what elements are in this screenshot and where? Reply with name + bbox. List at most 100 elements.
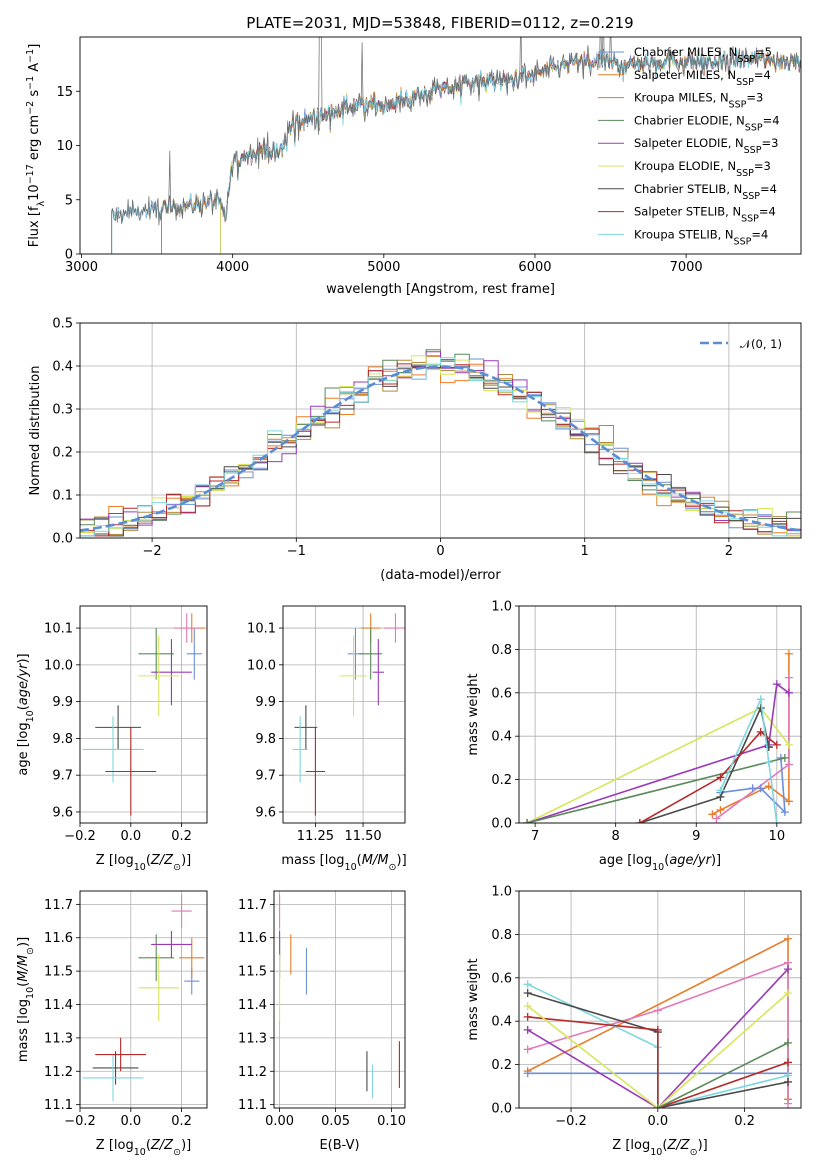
x-tick-label: 2: [725, 544, 733, 559]
y-tick-label: 11.1: [238, 1098, 267, 1113]
errorbar-point: [92, 1051, 139, 1085]
axes-frame: [518, 890, 802, 1109]
label-part: SSP: [744, 145, 762, 156]
y-tick-label: 0.2: [52, 446, 73, 461]
y-tick-label: 1.0: [491, 600, 512, 615]
legend-entry: Chabrier ELODIE, NSSP=4: [634, 113, 780, 132]
plus-marker: [716, 805, 725, 814]
label-part: SSP: [737, 54, 755, 65]
y-tick-label: 0.3: [52, 403, 73, 418]
label-part: (: [16, 705, 31, 710]
legend: 𝒩(0, 1): [700, 337, 782, 351]
x-tick-label: 0.2: [171, 1114, 192, 1129]
label-part: Kroupa ELODIE, N: [634, 159, 736, 173]
plus-marker: [523, 819, 532, 823]
plus-marker: [784, 740, 793, 749]
legend-entry: Salpeter STELIB, NSSP=4: [634, 205, 776, 225]
legend-entry: Salpeter MILES, NSSP=4: [634, 68, 771, 88]
grid-age_vs_mass: [283, 606, 405, 823]
label-part: )]: [181, 1138, 191, 1153]
errorbars-mass_vs_EBV: [279, 894, 400, 1098]
y-tick-label: 11.2: [238, 1065, 267, 1080]
label-part: age/yr: [669, 853, 712, 868]
plus-marker: [784, 797, 793, 806]
label-part: ⊙: [690, 1147, 698, 1158]
line-series: [719, 696, 778, 823]
y-tick-label: 0.0: [491, 1102, 512, 1117]
errorbars-age_vs_Z: [82, 613, 205, 816]
plus-marker: [783, 988, 792, 997]
errorbar-point: [138, 934, 174, 982]
x-tick-label: 3000: [65, 260, 98, 275]
label-part: SSP: [742, 190, 760, 201]
y-tick-label: 0.0: [52, 532, 73, 547]
label-part: =4: [751, 227, 768, 241]
x-tick-label: −2: [143, 544, 162, 559]
line-series: [527, 968, 789, 1108]
plus-marker: [780, 753, 789, 762]
y-tick-label: 0.8: [491, 643, 512, 658]
plus-marker: [716, 786, 725, 795]
x-tick-label: 0.2: [171, 829, 192, 844]
plus-marker: [783, 1038, 792, 1047]
plus-marker: [772, 819, 781, 823]
errorbar-point: [138, 954, 180, 1022]
y-axis-label: mass weight: [466, 673, 481, 755]
label-part: SSP: [745, 122, 763, 133]
y-tick-label: 11.6: [44, 931, 73, 946]
line-series: [639, 730, 778, 823]
x-tick-label: 0: [436, 544, 444, 559]
errorbar-point: [384, 613, 405, 643]
spectrum-series-data: [111, 37, 801, 254]
label-part: mass [log: [16, 999, 31, 1062]
line-series: [526, 682, 790, 823]
errorbars-age_vs_mass: [292, 613, 405, 816]
label-part: )]: [397, 853, 407, 868]
label-part: ⊙: [389, 862, 397, 873]
x-axis-label: mass [log10(M/M⊙)]: [281, 853, 406, 873]
x-axis-label: wavelength [Angstrom, rest frame]: [326, 282, 555, 297]
y-tick-label: 9.9: [52, 695, 73, 710]
line-series: [657, 1042, 789, 1108]
plus-marker: [756, 784, 765, 793]
x-tick-label: 10: [769, 829, 786, 844]
label-part: (: [146, 853, 151, 868]
plus-marker: [780, 808, 789, 817]
label-part: Kroupa MILES, N: [634, 91, 729, 105]
label-part: Chabrier MILES, N: [634, 45, 737, 59]
errorbar-point: [138, 635, 180, 717]
y-tick-label: 11.5: [238, 965, 267, 980]
x-tick-label: 0.2: [734, 1114, 755, 1129]
x-tick-label: 0.00: [265, 1114, 294, 1129]
errorbar-point: [372, 639, 385, 706]
label-part: )]: [698, 1138, 708, 1153]
plus-marker: [523, 1069, 532, 1078]
label-part: s: [27, 90, 42, 101]
axes-residual_histogram: −2 −1 0 1 2 0.0 0.1 0.2 0.3 0.4 0.5: [52, 317, 801, 559]
plus-marker: [635, 819, 644, 823]
y-tick-label: 0.8: [491, 928, 512, 943]
label-part: SSP: [741, 213, 759, 224]
errorbar-point: [305, 727, 325, 816]
legend-entry: Salpeter ELODIE, NSSP=3: [634, 136, 778, 156]
y-tick-label: 9.6: [255, 805, 276, 820]
errorbar-point: [292, 716, 308, 783]
axes-age_vs_mass: 11.25 11.50 9.6 9.7 9.8 9.9 10.0 10.1: [247, 606, 405, 844]
plus-marker: [783, 1099, 792, 1108]
errorbar-point: [82, 1054, 144, 1102]
x-tick-label: 7000: [670, 260, 703, 275]
histogram-series-salpeter-stelib: [80, 363, 801, 537]
label-part: (: [146, 1138, 151, 1153]
errorbar-point: [173, 613, 200, 643]
plus-marker: [523, 1025, 532, 1034]
label-part: (: [357, 853, 362, 868]
plus-marker: [523, 1002, 532, 1011]
y-tick-label: 10.0: [247, 658, 276, 673]
line-series: [526, 757, 786, 823]
line-series: [527, 992, 789, 1108]
x-axis-label: Z [log10(Z/Z⊙)]: [96, 853, 191, 873]
x-tick-label: 4000: [216, 260, 249, 275]
axes-mass_vs_EBV: 0.00 0.05 0.10 11.1 11.2 11.3 11.4 11.5 11.6 11.7: [238, 891, 406, 1129]
plus-marker: [653, 1104, 662, 1108]
plus-marker: [708, 810, 717, 819]
